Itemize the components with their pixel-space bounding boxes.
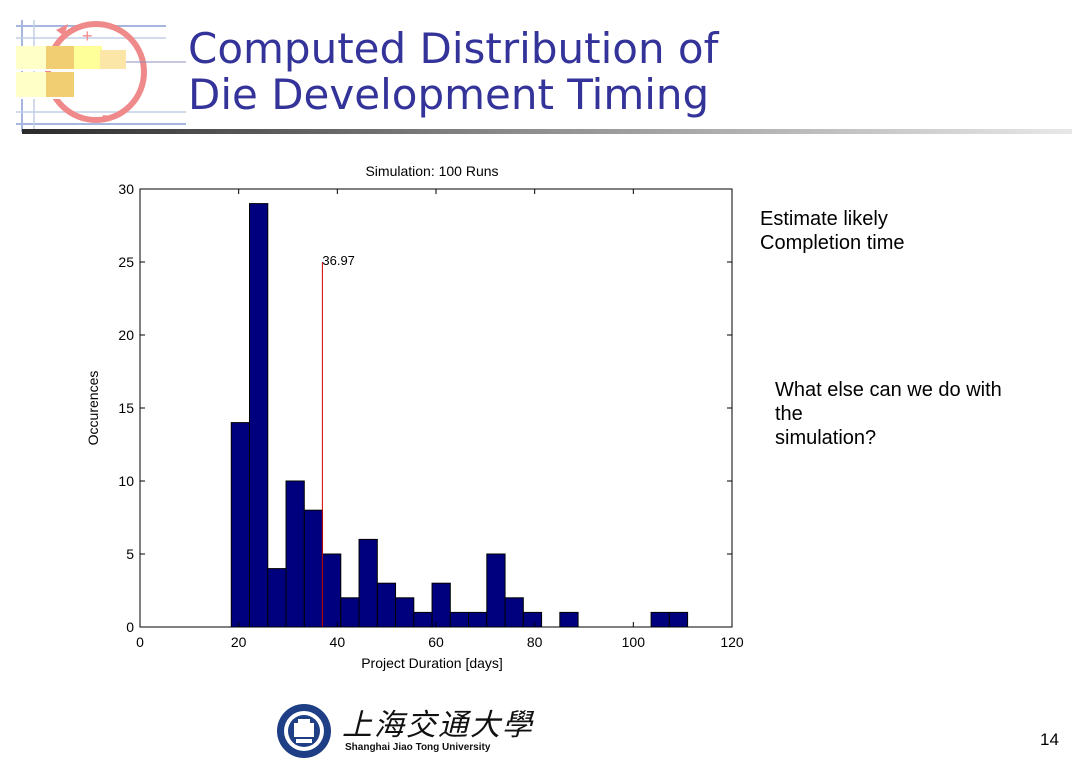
y-tick-label: 5 [126, 546, 134, 562]
y-tick-label: 25 [118, 254, 134, 270]
histogram-bar [559, 611, 579, 628]
note-estimate-line-2: Completion time [760, 232, 905, 254]
x-tick-label: 60 [428, 634, 444, 650]
histogram-bar [449, 611, 470, 628]
y-tick-label: 20 [118, 327, 134, 343]
histogram-bar [249, 203, 269, 628]
x-tick-label: 20 [231, 634, 247, 650]
histogram-bar [668, 611, 689, 628]
x-tick-label: 100 [622, 634, 646, 650]
histogram-bar [413, 611, 433, 628]
title-divider [22, 129, 1072, 134]
histogram-bar [468, 611, 488, 628]
x-axis-label: Project Duration [days] [361, 655, 503, 671]
mean-marker-label: 36.97 [322, 253, 355, 268]
svg-text:+: + [82, 26, 93, 46]
title-line-1: Computed Distribution of [188, 24, 719, 73]
page-number: 14 [1040, 730, 1059, 749]
y-tick-label: 0 [126, 619, 134, 635]
histogram-bar [285, 480, 305, 628]
course-logo-icon: + - [16, 20, 186, 132]
slide-title: Computed Distribution of Die Development… [188, 26, 718, 118]
y-axis-ticks: 0 5 10 15 20 25 30 [118, 181, 732, 635]
y-tick-label: 30 [118, 181, 134, 197]
x-tick-label: 80 [527, 634, 543, 650]
university-name-english: Shanghai Jiao Tong University [345, 742, 491, 753]
y-tick-label: 10 [118, 473, 134, 489]
note-question-line-2: the [775, 403, 803, 425]
university-emblem-icon [277, 704, 331, 758]
histogram-bar [322, 553, 342, 628]
histogram-bar [522, 611, 543, 628]
histogram-bar [504, 597, 524, 628]
histogram-bar [431, 582, 451, 628]
x-tick-label: 0 [136, 634, 144, 650]
note-estimate: Estimate likely Completion time [760, 207, 1000, 255]
plot-frame [139, 188, 733, 628]
y-axis-label: Occurences [85, 371, 101, 446]
title-line-2: Die Development Timing [188, 70, 710, 119]
note-estimate-line-1: Estimate likely [760, 208, 888, 230]
histogram-bar [376, 582, 397, 628]
histogram-bar [303, 509, 324, 628]
histogram-bar [486, 553, 506, 628]
bars-group [230, 203, 689, 628]
svg-text:-: - [102, 107, 107, 124]
note-question-line-1: What else can we do with [775, 379, 1002, 401]
histogram-bar [358, 538, 378, 628]
histogram-bar [650, 611, 670, 628]
x-tick-label: 120 [720, 634, 744, 650]
x-tick-label: 40 [330, 634, 346, 650]
note-question-line-3: simulation? [775, 427, 877, 449]
note-question: What else can we do with the simulation? [775, 378, 1045, 450]
university-name-chinese: 上海交通大學 [342, 708, 534, 743]
histogram-bar [267, 568, 287, 628]
y-tick-label: 15 [118, 400, 134, 416]
histogram-bar [230, 422, 251, 628]
histogram-bar [395, 597, 415, 628]
chart-title: Simulation: 100 Runs [365, 163, 498, 179]
x-axis-ticks: 0 20 40 60 80 100 120 [136, 189, 744, 650]
histogram-bar [340, 597, 360, 628]
